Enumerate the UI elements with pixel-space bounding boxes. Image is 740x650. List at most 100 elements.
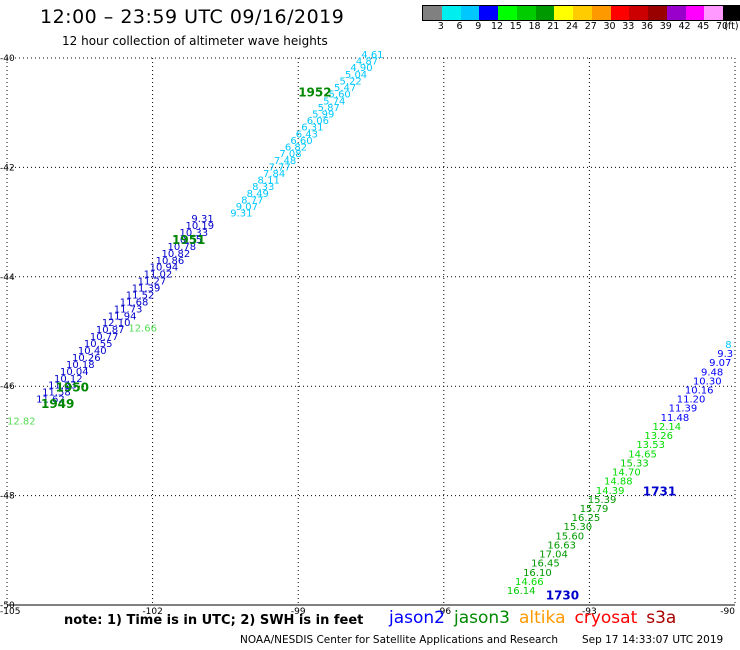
wave-height-label: 10.55 (84, 339, 113, 350)
wave-height-label: 7.48 (274, 156, 296, 167)
wave-height-label: 10.04 (60, 367, 89, 378)
wave-height-label: 11.48 (661, 413, 690, 424)
wave-height-label: 8 (725, 340, 731, 351)
wave-height-label: 5.04 (345, 70, 367, 81)
wave-height-label: 10.18 (66, 360, 95, 371)
y-tick-label: -46 (0, 382, 15, 392)
wave-height-label: 6.31 (301, 123, 323, 134)
color-scale-label: 33 (622, 21, 635, 32)
wave-height-label: 12.10 (102, 318, 131, 329)
color-swatch (423, 6, 442, 20)
color-swatch (573, 6, 592, 20)
wave-height-label: 10.26 (72, 353, 101, 364)
wave-height-label: 9.31 (191, 214, 213, 225)
wave-height-label: 6.06 (307, 116, 329, 127)
wave-height-label: 11.62 (36, 395, 65, 406)
note-text: note: 1) Time is in UTC; 2) SWH is in fe… (64, 613, 364, 628)
color-swatch (704, 6, 723, 20)
time-label: 1951 (172, 233, 205, 247)
wave-height-label: 5.60 (329, 90, 351, 101)
wave-height-label: 5.74 (323, 96, 345, 107)
color-swatch (666, 6, 686, 20)
wave-height-label: 11.73 (114, 304, 143, 315)
wave-height-label: 11.27 (138, 277, 167, 288)
color-swatch (591, 6, 611, 20)
wave-height-label: 9.07 (236, 202, 258, 213)
time-label: 1730 (546, 589, 579, 603)
wave-height-label: 10.55 (174, 235, 203, 246)
wave-height-label: 10.78 (168, 242, 197, 253)
y-tick-label: -44 (0, 273, 15, 283)
wave-height-label: 16.10 (523, 568, 552, 579)
x-tick-label: -93 (582, 607, 597, 617)
x-tick-label: -102 (142, 607, 162, 617)
color-scale-label: 21 (547, 21, 560, 32)
wave-height-label: 10.19 (185, 221, 214, 232)
y-tick-label: -42 (0, 163, 15, 173)
wave-height-label: 9.07 (709, 358, 731, 369)
wave-height-label: 9.31 (230, 209, 252, 220)
color-scale-label: 42 (678, 21, 691, 32)
wave-height-label: 14.70 (612, 468, 641, 479)
wave-height-label: 16.14 (507, 586, 536, 597)
color-scale-label: 3 (437, 21, 444, 32)
color-swatch (685, 6, 705, 20)
wave-height-label: 8.33 (252, 182, 274, 193)
color-swatch (535, 6, 555, 20)
wave-height-label: 6.82 (285, 143, 307, 154)
wave-height-label: 10.77 (90, 332, 119, 343)
wave-height-label: 10.16 (685, 385, 714, 396)
wave-height-label: 7.77 (268, 162, 290, 173)
wave-height-label: 4.87 (356, 57, 378, 68)
time-label: 1952 (298, 85, 331, 99)
wave-height-label: 7.84 (263, 169, 285, 180)
wave-height-label: 6.60 (290, 136, 312, 147)
time-label: 1731 (643, 485, 676, 499)
legend-item-s3a: s3a (646, 608, 677, 628)
footer-timestamp: Sep 17 14:33:07 UTC 2019 (582, 634, 724, 646)
color-swatch (460, 6, 480, 20)
wave-height-label: 11.23 (48, 381, 77, 392)
color-scale-label: 24 (565, 21, 579, 32)
x-tick-label: -105 (0, 607, 20, 617)
color-scale-label: 70 (715, 21, 729, 32)
wave-height-label: 11.02 (144, 270, 173, 281)
wave-height-label: 10.82 (162, 249, 191, 260)
y-tick-label: -48 (0, 492, 15, 502)
wave-height-label: 14.88 (604, 477, 633, 488)
color-scale-label: 27 (584, 21, 597, 32)
wave-height-label: 17.04 (539, 550, 568, 561)
wave-height-label: 14.65 (628, 449, 657, 460)
wave-height-label: 11.94 (108, 311, 137, 322)
color-swatch (610, 6, 630, 20)
color-scale-label: 39 (659, 21, 672, 32)
color-scale-label: 6 (456, 21, 463, 32)
wave-height-label: 10.94 (150, 263, 179, 274)
color-scale-label: 12 (490, 21, 504, 32)
x-tick-label: -99 (291, 607, 306, 617)
color-swatch (479, 6, 498, 20)
color-scale-label: (ft) (724, 21, 739, 32)
color-scale-labels: 3 6 9 12 15 18 21 24 27 30 33 36 39 42 45 70 (ft) (422, 21, 740, 35)
footer-credit: NOAA/NESDIS Center for Satellite Applica… (240, 634, 558, 646)
color-swatch (441, 6, 461, 20)
color-scale-label: 45 (697, 21, 710, 32)
wave-height-label: 16.25 (572, 513, 601, 524)
wave-height-label: 15.79 (580, 504, 609, 515)
wave-height-label: 5.47 (334, 83, 356, 94)
wave-height-label: 15.30 (564, 522, 593, 533)
legend-item-cryosat: cryosat (574, 608, 638, 628)
color-scale-label: 9 (475, 21, 482, 32)
wave-height-label: 10.87 (96, 325, 125, 336)
wave-height-label: 12.66 (128, 324, 157, 335)
wave-height-label: 13.26 (644, 431, 673, 442)
wave-height-label: 15.60 (555, 531, 584, 542)
wave-height-label: 11.52 (126, 290, 155, 301)
wave-height-label: 10.30 (693, 376, 722, 387)
color-swatch (498, 6, 517, 20)
wave-height-label: 16.45 (531, 559, 560, 570)
wave-height-label: 8.77 (241, 195, 263, 206)
wave-height-label: 15.33 (620, 458, 649, 469)
page-subtitle: 12 hour collection of altimeter wave hei… (62, 34, 328, 48)
color-swatch (648, 6, 667, 20)
